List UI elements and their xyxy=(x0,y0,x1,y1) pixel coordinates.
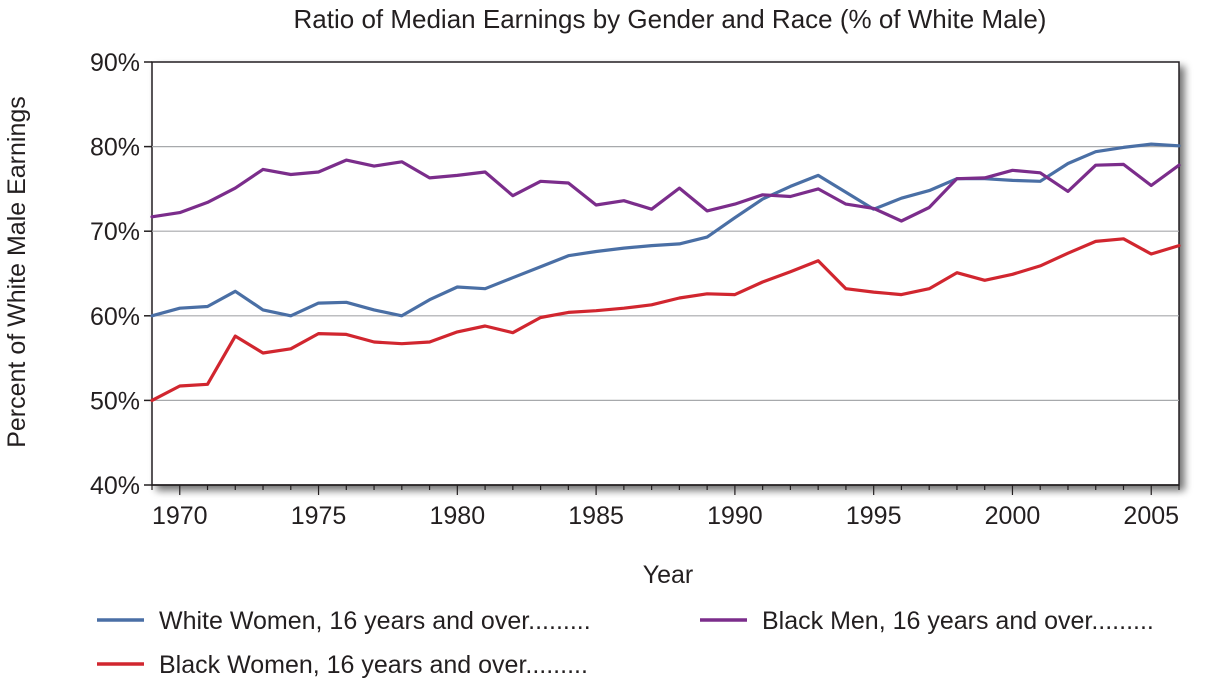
legend: White Women, 16 years and over......... B… xyxy=(97,607,1154,679)
x-axis-label: Year xyxy=(643,561,694,589)
chart-title: Ratio of Median Earnings by Gender and R… xyxy=(294,4,1047,34)
y-axis-ticks: 40% 50% 60% 70% 80% 90% xyxy=(90,49,152,500)
x-tick-label: 1990 xyxy=(707,502,763,530)
x-tick-label: 2000 xyxy=(985,502,1041,530)
legend-label-3: Black Women, 16 years and over......... xyxy=(159,651,588,679)
x-axis-ticks: 1970 1975 1980 1985 1990 1995 2000 2005 xyxy=(151,484,1180,530)
series-lines xyxy=(150,142,1181,402)
legend-label-1: White Women, 16 years and over......... xyxy=(159,607,591,635)
plot-area xyxy=(151,61,1180,486)
y-tick-label: 60% xyxy=(90,303,140,331)
y-tick-label: 40% xyxy=(90,472,140,500)
x-tick-label: 2005 xyxy=(1123,502,1179,530)
y-tick-label: 90% xyxy=(90,49,140,77)
y-tick-label: 70% xyxy=(90,218,140,246)
x-tick-label: 1975 xyxy=(291,502,347,530)
y-tick-label: 80% xyxy=(90,134,140,162)
gridlines xyxy=(152,146,1179,401)
legend-label-2: Black Men, 16 years and over......... xyxy=(762,607,1154,635)
series-line-3 xyxy=(150,237,1181,402)
series-line-1 xyxy=(150,142,1181,318)
x-tick-label: 1970 xyxy=(152,502,208,530)
series-line-2 xyxy=(150,158,1181,223)
x-tick-label: 1985 xyxy=(568,502,624,530)
y-axis-label: Percent of White Male Earnings xyxy=(3,96,31,448)
x-tick-label: 1995 xyxy=(846,502,902,530)
y-tick-label: 50% xyxy=(90,387,140,415)
x-tick-label: 1980 xyxy=(430,502,486,530)
